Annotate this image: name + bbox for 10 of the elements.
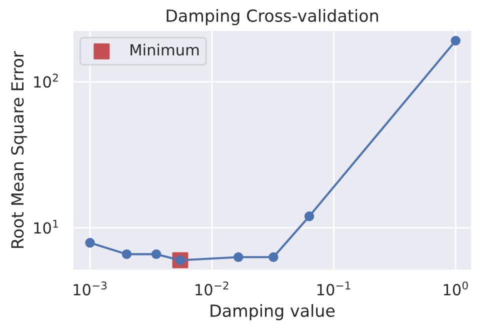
chart-title: Damping Cross-validation (166, 9, 378, 26)
y-tick-label: 10$^{2}$ (34, 74, 58, 88)
x-axis-title: Damping value (210, 304, 335, 320)
y-tick-label: 10$^{1}$ (34, 220, 58, 234)
x-tick-label: 10$^{−1}$ (317, 282, 350, 296)
x-tick-label: 10$^{0}$ (444, 281, 468, 296)
legend-label: Minimum (130, 44, 199, 56)
y-axis-title: Root Mean Square Error (11, 51, 27, 248)
x-tick-label: 10$^{−3}$ (74, 281, 107, 296)
x-tick-label: 10$^{−2}$ (196, 281, 228, 296)
